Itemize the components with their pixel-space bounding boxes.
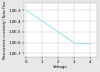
Y-axis label: Measurement uncertainty / Noise Floor: Measurement uncertainty / Noise Floor [3,1,7,59]
X-axis label: Voltage: Voltage [53,65,68,69]
